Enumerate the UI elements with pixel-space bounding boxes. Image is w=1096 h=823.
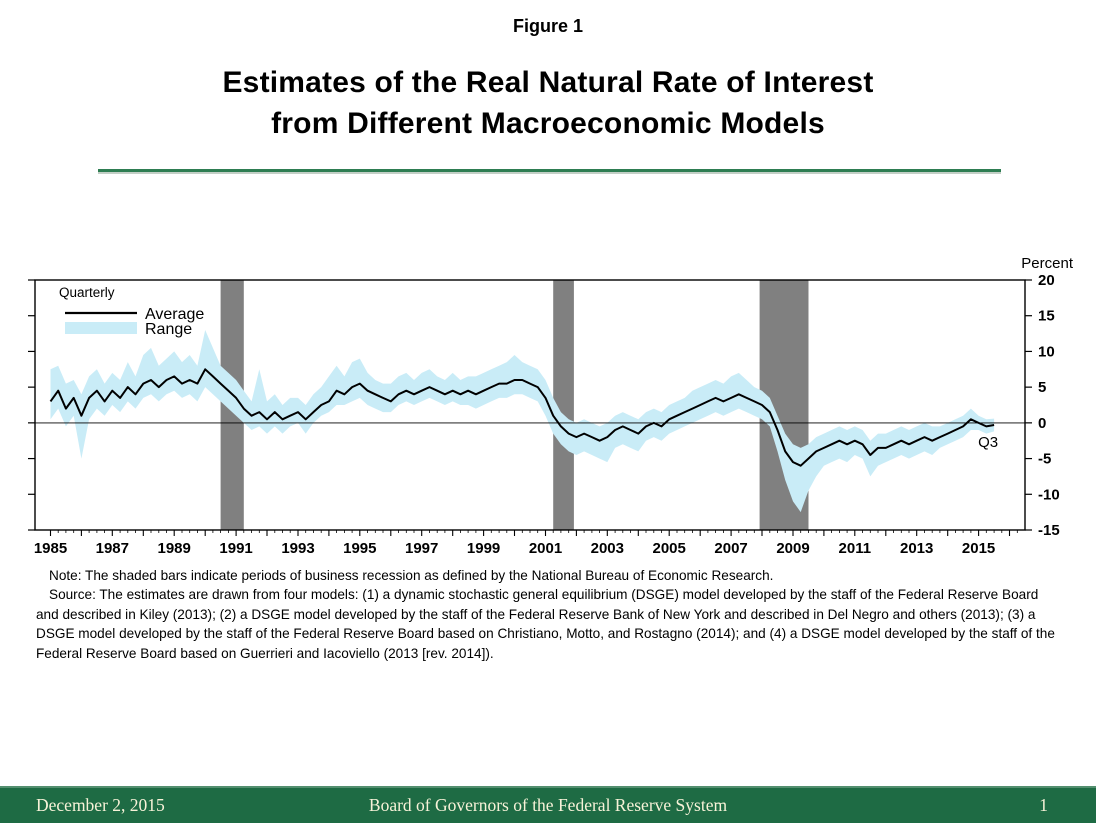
x-axis-tick-label: 1989 <box>158 540 191 557</box>
title-line-2: from Different Macroeconomic Models <box>271 107 825 141</box>
x-axis-tick-label: 2015 <box>962 540 995 557</box>
average-line <box>49 368 995 467</box>
footer-institution: Board of Governors of the Federal Reserv… <box>368 795 728 815</box>
title-rule <box>98 169 1001 174</box>
y-axis-tick-label: -5 <box>1038 451 1051 468</box>
x-axis-tick-label: 1999 <box>467 540 500 557</box>
x-axis-tick-label: 1985 <box>34 540 67 557</box>
x-axis-tick-label: 2007 <box>714 540 747 557</box>
recession-bar <box>553 280 574 530</box>
x-axis-tick-label: 1993 <box>281 540 314 557</box>
note-text: Note: The shaded bars indicate periods o… <box>49 568 774 583</box>
figure-label: Figure 1 <box>512 16 583 36</box>
x-axis-tick-label: 2011 <box>839 540 872 557</box>
x-axis-tick-label: 2005 <box>653 540 686 557</box>
footer-page-number: 1 <box>1039 795 1048 815</box>
y-axis-tick-label: 0 <box>1038 415 1046 432</box>
y-axis-tick-label: -15 <box>1038 522 1060 539</box>
y-axis-tick-label: -10 <box>1038 486 1060 503</box>
page-title: Estimates of the Real Natural Rate of In… <box>0 62 1096 145</box>
legend-average-label: Average <box>145 306 204 323</box>
footer-bar: December 2, 2015 Board of Governors of t… <box>0 786 1096 823</box>
x-axis-tick-label: 2003 <box>591 540 624 557</box>
x-axis-tick-label: 1997 <box>405 540 438 557</box>
x-axis-tick-label: 2001 <box>529 540 562 557</box>
x-axis-tick-label: 1995 <box>343 540 376 557</box>
y-axis-tick-label: 10 <box>1038 343 1055 360</box>
range-band <box>50 330 995 513</box>
legend-frequency-label: Quarterly <box>59 285 115 300</box>
x-axis-tick-label: 2009 <box>776 540 809 557</box>
y-axis-tick-label: 20 <box>1038 272 1055 289</box>
legend-range-label: Range <box>145 321 192 338</box>
chart-notes: Note: The shaded bars indicate periods o… <box>36 566 1064 663</box>
natural-rate-chart: 20 15 10 5 0 -5 -10 -15 1985 1987 1989 1991 1993 1995… <box>25 250 1085 570</box>
y-axis-tick-label: 15 <box>1038 308 1055 325</box>
source-text: Source: The estimates are drawn from fou… <box>36 587 1055 661</box>
y-axis-tick-label: 5 <box>1038 379 1046 396</box>
footer-date: December 2, 2015 <box>36 795 165 815</box>
legend-range-swatch <box>65 322 137 334</box>
x-axis-tick-label: 1987 <box>96 540 129 557</box>
series-end-label: Q3 <box>978 434 998 451</box>
x-axis-tick-label: 2013 <box>900 540 933 557</box>
x-axis-tick-label: 1991 <box>219 540 252 557</box>
title-line-1: Estimates of the Real Natural Rate of In… <box>222 66 874 99</box>
y-axis-unit-label: Percent <box>1021 255 1074 272</box>
